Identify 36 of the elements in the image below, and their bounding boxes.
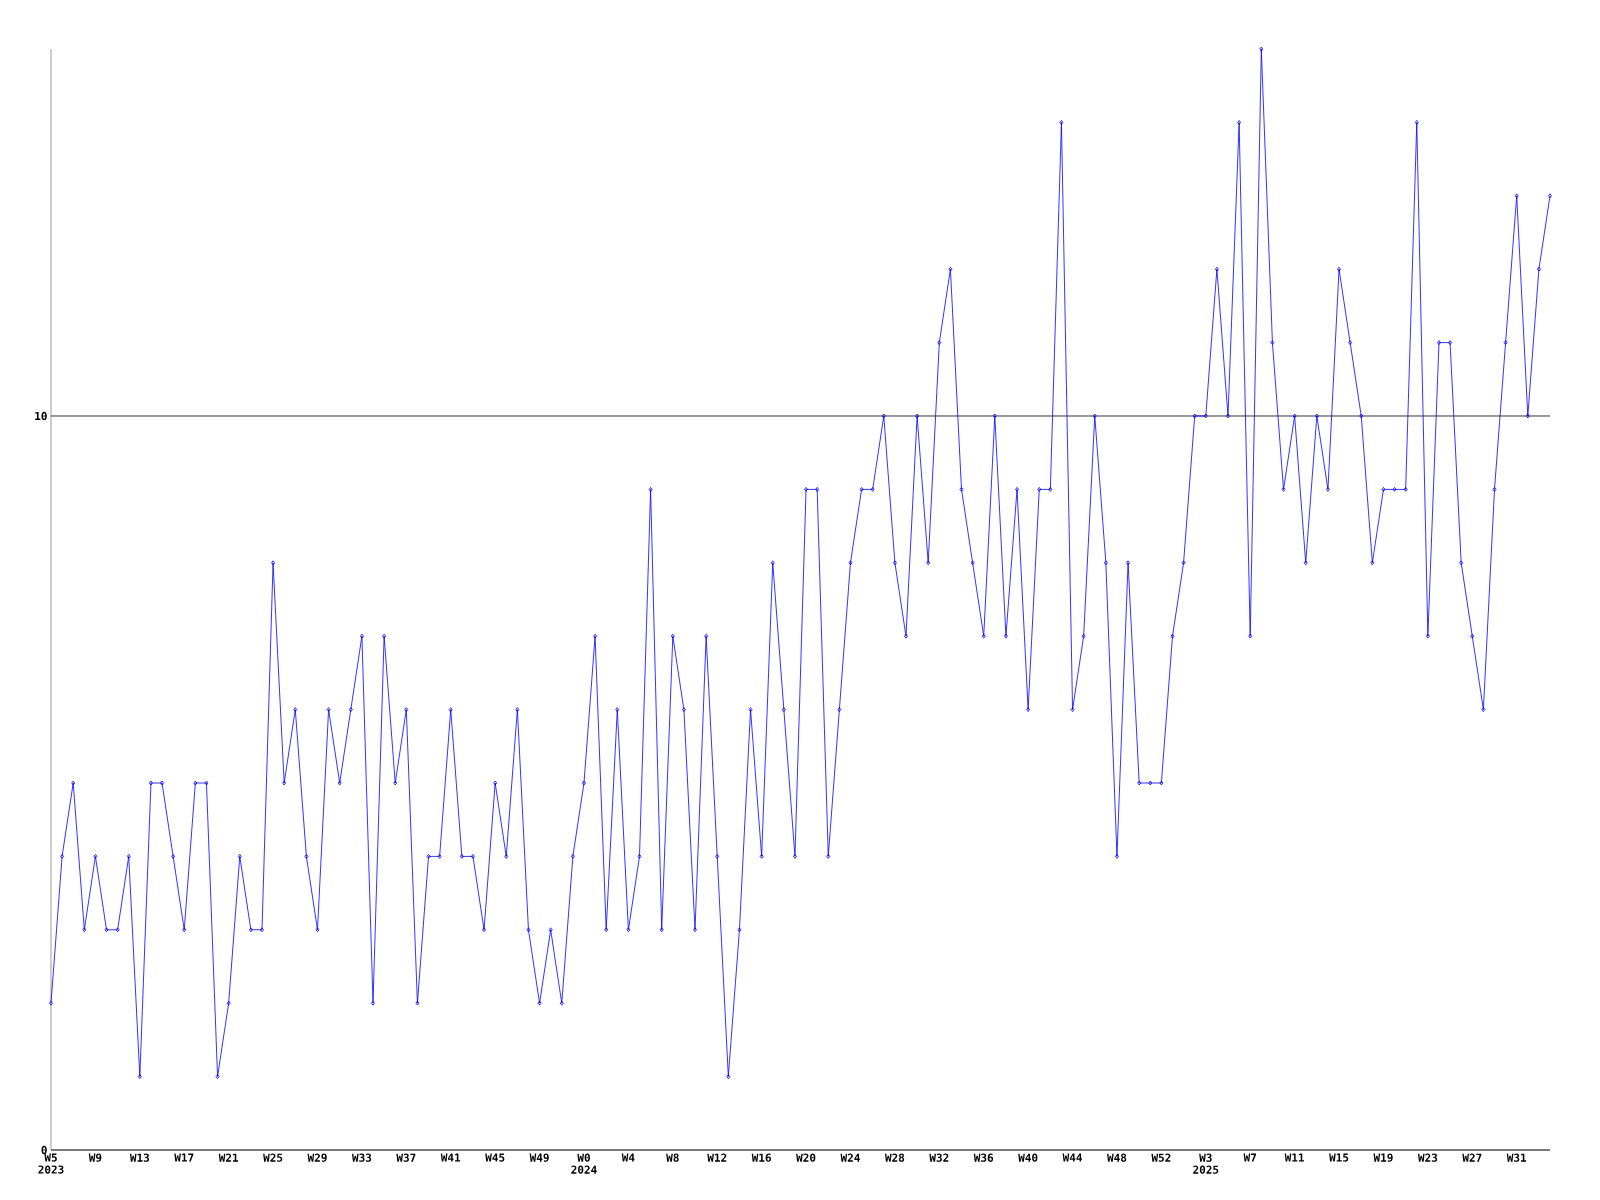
x-tick-label: W9 bbox=[88, 1153, 102, 1162]
x-tick-label: W44 bbox=[1062, 1153, 1082, 1162]
x-tick-label: W11 bbox=[1284, 1153, 1305, 1162]
x-tick-label: W7 bbox=[1243, 1153, 1256, 1162]
x-tick-label: W12 bbox=[707, 1153, 727, 1162]
x-tick-label: W5 2023 bbox=[38, 1153, 64, 1174]
x-tick-label: W36 bbox=[973, 1153, 994, 1162]
x-tick-label: W37 bbox=[396, 1153, 416, 1162]
x-tick-label: W32 bbox=[929, 1153, 949, 1162]
y-tick-label: 0 bbox=[41, 1145, 47, 1155]
x-tick-label: W13 bbox=[129, 1153, 150, 1162]
x-tick-label: W49 bbox=[529, 1153, 549, 1162]
x-tick-label: W20 bbox=[796, 1153, 816, 1162]
x-tick-label: W25 bbox=[263, 1153, 283, 1162]
x-tick-label: W3 2025 bbox=[1193, 1153, 1219, 1174]
x-tick-label: W33 bbox=[351, 1153, 372, 1162]
x-tick-label: W28 bbox=[884, 1153, 905, 1162]
y-tick-label: 10 bbox=[35, 411, 47, 421]
x-tick-label: W15 bbox=[1329, 1153, 1349, 1162]
x-tick-label: W0 2024 bbox=[571, 1153, 597, 1174]
x-tick-label: W52 bbox=[1151, 1153, 1171, 1162]
x-tick-label: W8 bbox=[666, 1153, 679, 1162]
x-tick-label: W17 bbox=[174, 1153, 194, 1162]
x-tick-label: W21 bbox=[218, 1153, 239, 1162]
x-tick-label: W41 bbox=[440, 1153, 461, 1162]
x-tick-label: W45 bbox=[485, 1153, 505, 1162]
x-tick-label: W29 bbox=[307, 1153, 327, 1162]
x-tick-label: W19 bbox=[1373, 1153, 1393, 1162]
x-tick-label: W4 bbox=[621, 1153, 635, 1162]
x-tick-label: W16 bbox=[751, 1153, 771, 1162]
x-tick-label: W27 bbox=[1462, 1153, 1482, 1162]
x-tick-label: W24 bbox=[840, 1153, 860, 1162]
x-tick-label: W31 bbox=[1506, 1153, 1527, 1162]
x-tick-label: W23 bbox=[1417, 1153, 1438, 1162]
x-tick-label: W48 bbox=[1107, 1153, 1127, 1162]
x-tick-label: W40 bbox=[1018, 1153, 1038, 1162]
